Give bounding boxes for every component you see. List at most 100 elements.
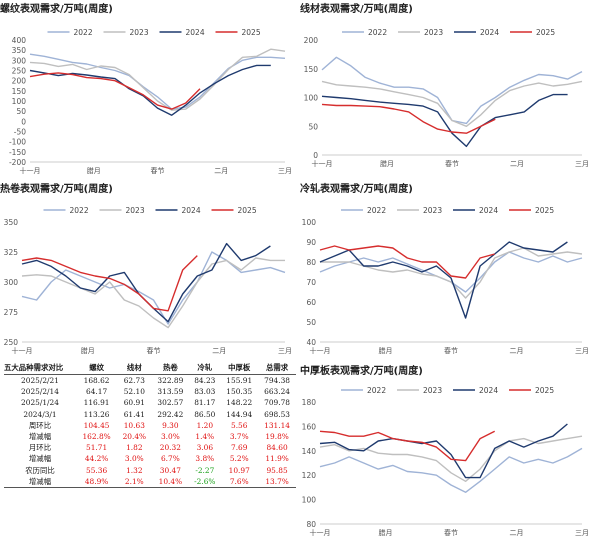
legend-label: 2022 — [368, 28, 387, 37]
table-cell: 20.32 — [159, 443, 181, 453]
series-line-2023 — [29, 48, 286, 111]
table-row: 2024/3/1 113.26 61.41 292.42 86.50 144.94 698.… — [4, 409, 296, 420]
y-tick-label: 100 — [302, 218, 317, 227]
legend-label: 2022 — [367, 386, 386, 395]
table-cell: 3.0% — [160, 432, 180, 442]
y-tick-label: 350 — [4, 218, 19, 227]
legend-label: 2024 — [480, 28, 499, 37]
y-tick-label: 40 — [306, 338, 316, 347]
table-header-row: 五大品种需求对比 螺纹 线材 热卷 冷轧 中厚板 总需求 — [4, 362, 296, 375]
series-line-2025 — [29, 72, 201, 110]
row-label: 月环比 — [28, 443, 52, 453]
table-row: 月环比 51.71 1.82 20.32 3.06 7.69 84.60 — [4, 442, 296, 453]
table-cell: 168.62 — [83, 376, 110, 385]
table-cell: 52.10 — [123, 387, 145, 397]
table-cell: 794.38 — [264, 376, 290, 385]
x-tick-label: 腊月 — [379, 347, 393, 355]
y-tick-label: 140 — [302, 447, 317, 456]
table-cell: 698.53 — [264, 409, 290, 419]
hrc-chart: 250 275 300 325 350 十一月 腊月 春节 二月 三月 2022 2023 2024 20… — [4, 206, 292, 355]
table-cell: 131.14 — [264, 420, 290, 430]
table-cell: 55.36 — [86, 465, 108, 475]
legend-label: 2023 — [423, 206, 442, 215]
table-cell: 95.85 — [266, 465, 288, 475]
y-tick-label: 350 — [12, 46, 27, 55]
y-tick-label: 150 — [304, 65, 319, 74]
x-tick-label: 十一月 — [310, 346, 331, 355]
series-line-2025 — [321, 103, 496, 134]
legend-label: 2024 — [186, 28, 205, 37]
table-row: 增减幅 48.9% 2.1% 10.4% -2.6% 7.6% 13.7% — [4, 475, 296, 489]
legend-label: 2023 — [423, 386, 442, 395]
legend-label: 2025 — [242, 28, 261, 37]
table-cell: 162.8% — [82, 432, 111, 442]
x-tick-label: 二月 — [510, 347, 524, 355]
table-cell: 81.17 — [194, 398, 216, 408]
table-cell: 20.4% — [122, 432, 147, 442]
legend-label: 2022 — [74, 28, 93, 37]
chart-title: 线材表观需求/万吨(周度) — [300, 4, 413, 15]
table-cell: 6.7% — [160, 454, 180, 464]
y-tick-label: 80 — [306, 520, 316, 529]
table-header-cell: 螺纹 — [76, 362, 118, 375]
y-tick-label: -50 — [14, 128, 26, 137]
series-line-2022 — [21, 251, 286, 325]
y-tick-label: 100 — [302, 496, 317, 505]
x-tick-label: 三月 — [575, 347, 589, 355]
y-tick-label: 0 — [313, 151, 318, 160]
series-line-2022 — [319, 447, 583, 494]
x-tick-label: 春节 — [444, 528, 458, 537]
y-tick-label: 50 — [306, 318, 316, 327]
table-cell: 64.17 — [86, 387, 108, 397]
table-cell: 5.2% — [229, 454, 249, 464]
table-header-cell: 冷轧 — [189, 362, 221, 375]
x-tick-label: 腊月 — [81, 347, 95, 355]
table-cell: 322.89 — [157, 376, 184, 385]
table-row: 2025/2/21 168.62 62.73 322.89 84.23 155.91 794… — [4, 375, 296, 387]
table-cell: 7.6% — [220, 475, 259, 489]
table-cell: 113.26 — [83, 409, 110, 419]
table-cell: 9.30 — [162, 420, 179, 430]
row-label: 2024/3/1 — [23, 409, 57, 419]
y-tick-label: 160 — [302, 422, 317, 431]
table-cell: 83.03 — [194, 387, 216, 397]
table-row: 2025/2/14 64.17 52.10 313.59 83.03 150.35 663.… — [4, 386, 296, 397]
table-header-cell: 中厚板 — [220, 362, 259, 375]
y-tick-label: 120 — [302, 471, 317, 480]
x-tick-label: 春节 — [147, 346, 161, 355]
series-line-2023 — [319, 435, 583, 483]
legend-label: 2025 — [238, 206, 257, 215]
x-tick-label: 二月 — [510, 160, 524, 168]
series-line-2024 — [321, 93, 568, 148]
row-label: 2025/1/24 — [21, 398, 59, 408]
y-tick-label: 60 — [306, 298, 316, 307]
table-cell: 144.94 — [226, 409, 253, 419]
table-cell: 3.0% — [124, 454, 144, 464]
chart-panel-rebar: 螺纹表观需求/万吨(周度) -200 -150 -100 -50 0 50 100 150 20… — [0, 0, 300, 180]
table-row: 增减幅 44.2% 3.0% 6.7% 3.8% 5.2% 11.9% — [4, 453, 296, 464]
table-header-cell: 热卷 — [151, 362, 190, 375]
legend-label: 2023 — [424, 28, 443, 37]
table-cell: 48.9% — [76, 475, 118, 489]
wire-chart: 0 50 100 150 200 十一月 腊月 春节 二月 三月 2022 2023 2024 2025 — [304, 28, 589, 168]
table-cell: 116.91 — [83, 398, 110, 408]
row-label: 增减幅 — [4, 475, 76, 489]
row-label: 周环比 — [28, 420, 52, 430]
table-cell: 3.8% — [195, 454, 215, 464]
x-tick-label: 二月 — [510, 529, 524, 537]
y-tick-label: -200 — [9, 158, 26, 167]
table-cell: 104.45 — [83, 420, 110, 430]
y-tick-label: 0 — [21, 117, 26, 126]
y-tick-label: 50 — [16, 107, 26, 116]
chart-panel-wire: 线材表观需求/万吨(周度) 0 50 100 150 200 十一月 腊月 春节 二月 三月 202… — [300, 0, 600, 180]
row-label: 2025/2/21 — [21, 376, 59, 385]
table-cell: 10.4% — [151, 475, 190, 489]
table-header-cell: 线材 — [117, 362, 152, 375]
y-tick-label: 275 — [4, 308, 19, 317]
x-tick-label: 十一月 — [20, 166, 41, 175]
legend-label: 2025 — [535, 386, 554, 395]
x-tick-label: 三月 — [575, 160, 589, 168]
y-tick-label: 325 — [4, 248, 19, 257]
x-tick-label: 十一月 — [12, 346, 33, 355]
